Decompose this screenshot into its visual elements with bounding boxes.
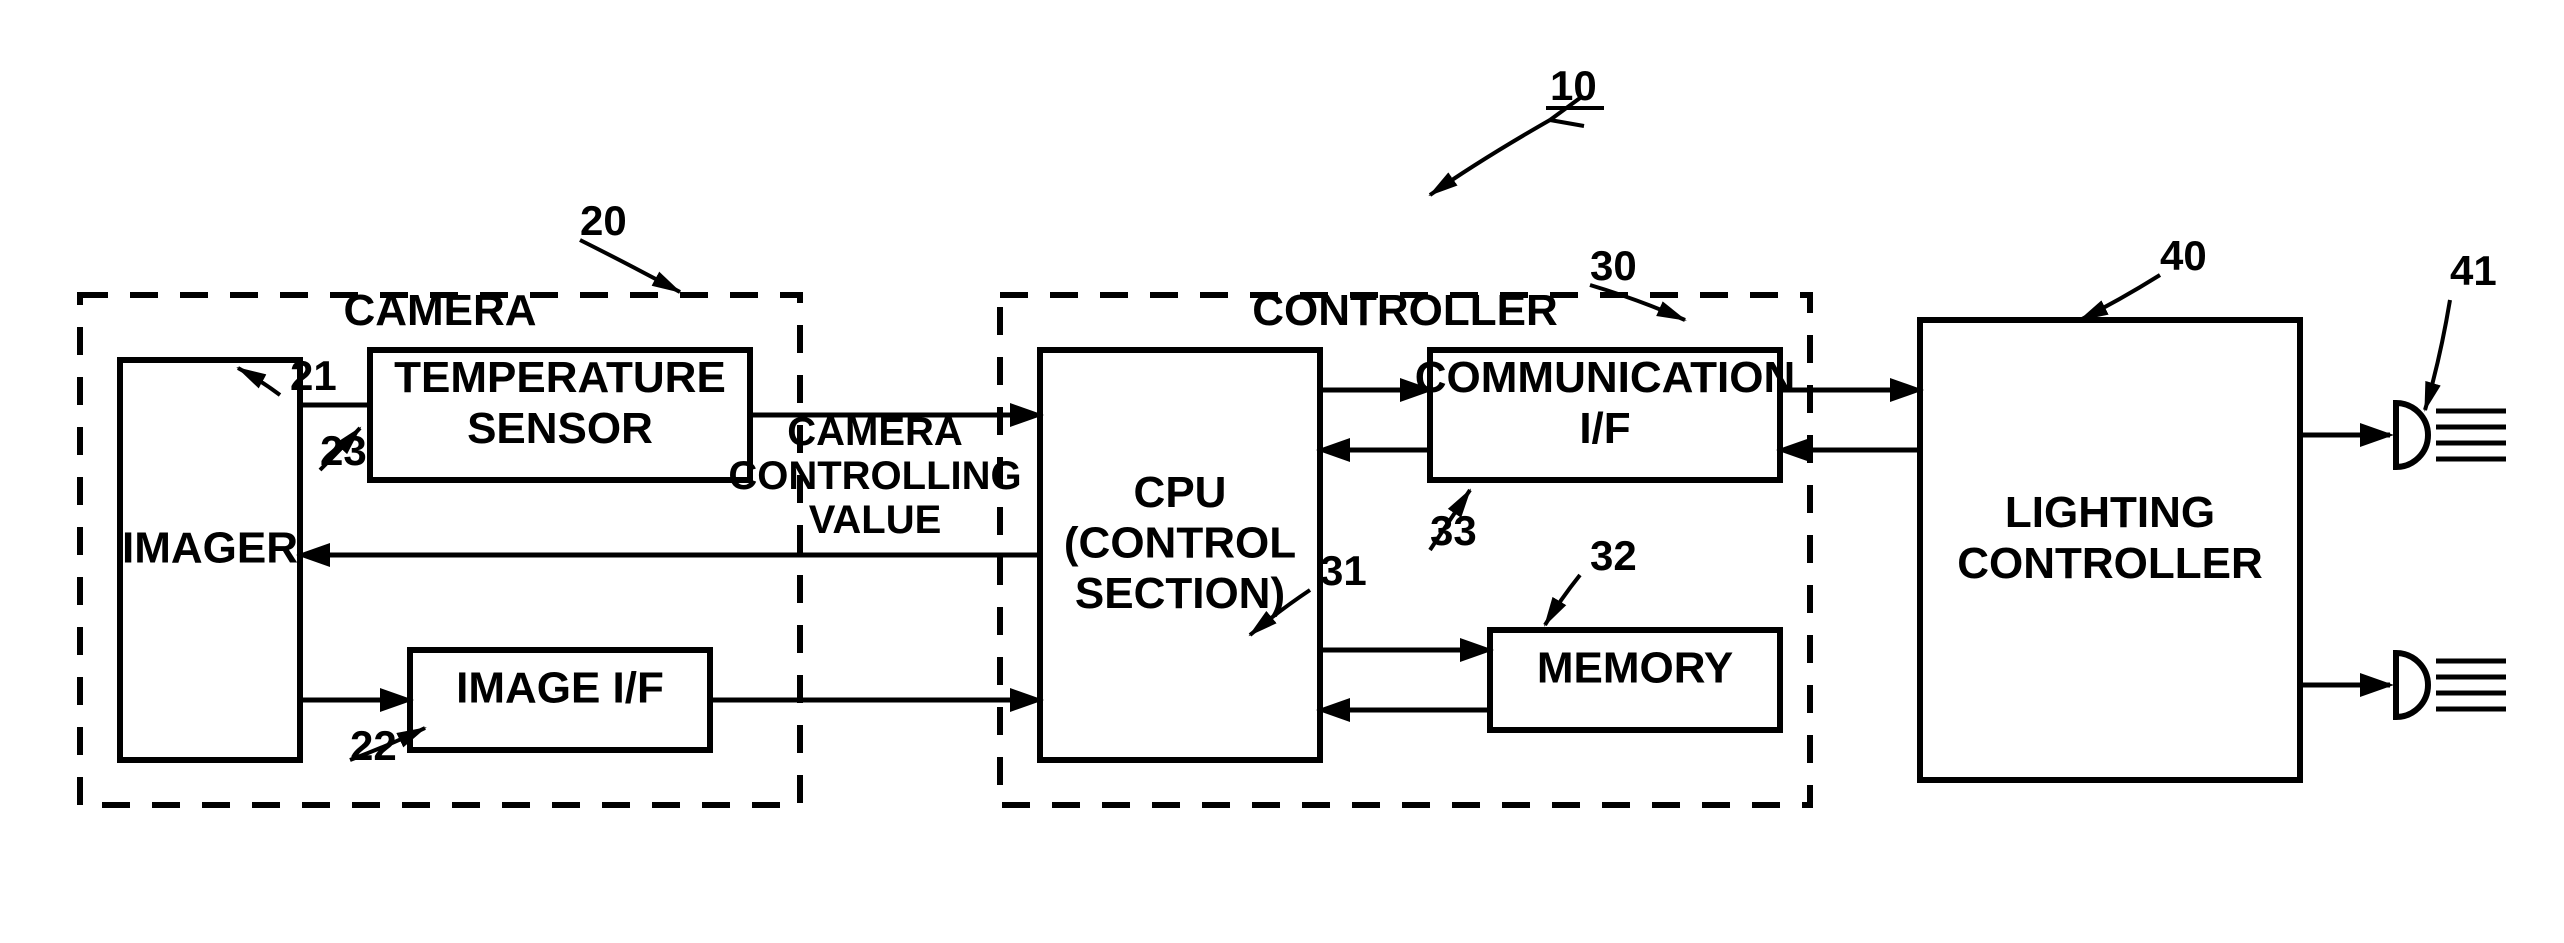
ref-lamp: 41 <box>2450 247 2497 294</box>
midlabel-2: VALUE <box>809 498 942 542</box>
temp-label-1: SENSOR <box>467 404 653 453</box>
imageif-label-0: IMAGE I/F <box>456 664 664 713</box>
midlabel-0: CAMERA <box>787 410 963 454</box>
cpu-label-2: SECTION) <box>1075 569 1285 618</box>
imager-label-0: IMAGER <box>122 524 298 573</box>
cpu-label-0: CPU <box>1134 468 1227 517</box>
ref-cpu: 31 <box>1320 547 1367 594</box>
cpu-label-1: (CONTROL <box>1064 519 1296 568</box>
ref-camera: 20 <box>580 197 627 244</box>
lighting-label-0: LIGHTING <box>2005 488 2215 537</box>
controller-title: CONTROLLER <box>1252 286 1558 335</box>
temp-label-0: TEMPERATURE <box>394 353 726 402</box>
commif-label-0: COMMUNICATION <box>1415 353 1795 402</box>
midlabel-1: CONTROLLING <box>728 454 1021 498</box>
ref-temp: 23 <box>320 427 367 474</box>
commif-label-1: I/F <box>1579 404 1630 453</box>
lighting-label-1: CONTROLLER <box>1957 539 2263 588</box>
ref-lighting: 40 <box>2160 232 2207 279</box>
ref-memory: 32 <box>1590 532 1637 579</box>
memory-label-0: MEMORY <box>1537 644 1733 693</box>
ref-ctrl: 30 <box>1590 242 1637 289</box>
camera-title: CAMERA <box>343 286 536 335</box>
ref-imager: 21 <box>290 352 337 399</box>
